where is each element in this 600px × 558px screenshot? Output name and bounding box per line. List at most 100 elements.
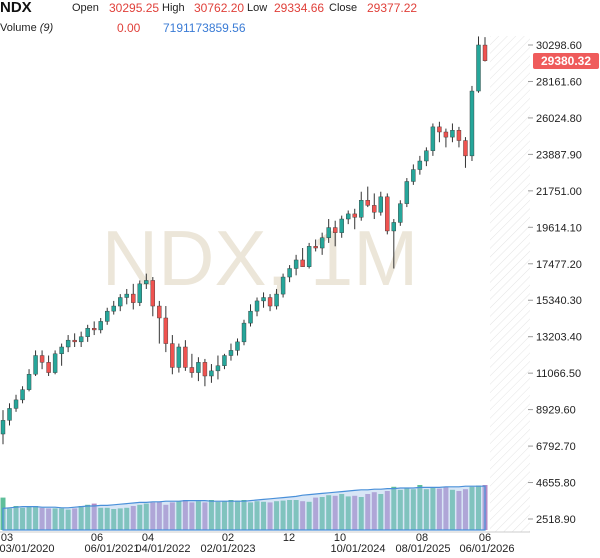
candle-body-up <box>20 389 25 401</box>
candle <box>65 335 71 353</box>
candle <box>476 36 481 93</box>
price-axis[interactable]: 30298.60 28161.60 26024.80 23887.90 21751.00… <box>528 40 582 526</box>
candle-body-up <box>424 150 429 162</box>
volume-bar <box>449 489 455 530</box>
candle <box>463 137 468 168</box>
candle-body-up <box>105 310 110 322</box>
candle <box>170 335 175 375</box>
volume-bar <box>202 502 208 530</box>
candle <box>248 304 253 327</box>
volume-bar <box>417 485 423 530</box>
volume-bar <box>59 508 65 530</box>
candle-body-up <box>7 408 12 421</box>
high-label: High <box>162 2 185 14</box>
candle <box>209 364 214 383</box>
x-tick-label: 08/01/2025 <box>395 543 450 555</box>
volume-bar <box>280 500 286 530</box>
candle <box>417 155 423 175</box>
candle-body-down <box>131 293 136 303</box>
candle <box>346 210 351 225</box>
candle <box>293 254 299 276</box>
candle <box>20 386 25 404</box>
volume-bar <box>169 502 175 530</box>
candle <box>319 232 325 255</box>
candle-body-down <box>437 126 442 133</box>
candle <box>267 294 273 312</box>
candle <box>33 350 38 376</box>
open-label: Open <box>72 2 99 14</box>
candle <box>78 331 84 347</box>
candle-body-down <box>39 355 45 363</box>
volume-bar <box>410 489 416 530</box>
candle <box>72 333 77 347</box>
candle <box>287 265 292 283</box>
low-value: 29334.66 <box>274 1 325 15</box>
volume-bar <box>65 509 71 530</box>
candle-body-down <box>463 140 468 157</box>
candle <box>365 186 370 208</box>
candle-body-up <box>144 280 149 285</box>
watermark: NDX, 1M <box>102 214 418 302</box>
volume-bar <box>163 504 169 530</box>
candle-body-down <box>332 227 338 233</box>
volume-bar <box>189 502 195 530</box>
volume-value: 0.00 <box>117 21 141 35</box>
y-tick-label: 26024.80 <box>536 113 582 125</box>
candle-body-down <box>385 196 390 232</box>
candle <box>85 324 90 342</box>
candle-body-up <box>65 339 71 348</box>
volume-bar <box>26 506 32 530</box>
candle-body-up <box>209 370 214 377</box>
candle <box>332 220 338 247</box>
time-axis[interactable]: 0303/01/20200606/01/20210404/01/20220202… <box>0 531 530 555</box>
candle <box>91 321 97 336</box>
candle-body-up <box>98 321 103 331</box>
volume-bar <box>293 500 299 530</box>
volume-bar <box>469 486 475 530</box>
volume-bar <box>33 506 39 530</box>
x-tick-label: 02/01/2023 <box>200 543 255 555</box>
candle <box>137 280 142 307</box>
x-tick-label: 06 <box>91 532 103 544</box>
candle-body-down <box>202 362 208 377</box>
candle-body-up <box>124 293 129 298</box>
volume-bar <box>98 507 104 530</box>
candle-body-up <box>469 90 475 157</box>
volume-bar <box>313 497 319 530</box>
volume-bar <box>300 501 306 530</box>
candle-body-down <box>163 317 169 344</box>
candle-body-up <box>293 259 299 269</box>
candle <box>176 343 182 373</box>
volume-bar <box>143 503 149 530</box>
volume-bar <box>443 486 449 530</box>
candle <box>359 191 364 221</box>
volume-bar <box>85 504 91 530</box>
candle <box>13 394 19 412</box>
candle-body-up <box>33 355 38 375</box>
y-tick-label: 15340.30 <box>536 295 582 307</box>
volume-bar <box>254 501 260 530</box>
candle-body-up <box>261 297 266 302</box>
volume-bar <box>404 488 410 530</box>
candle-body-up <box>404 181 410 204</box>
candle-body-up <box>346 213 351 220</box>
volume-ma-value: 7191173859.56 <box>163 21 246 35</box>
x-tick-label: 08 <box>416 532 428 544</box>
volume-bar <box>397 489 403 530</box>
volume-bar <box>339 494 345 530</box>
candle <box>241 319 247 346</box>
candle <box>306 242 312 269</box>
volume-bar <box>72 508 78 530</box>
candle-layer <box>0 36 488 445</box>
volume-bar <box>267 502 273 530</box>
volume-bar <box>221 501 227 530</box>
candle <box>105 307 110 325</box>
candle-body-up <box>137 283 142 303</box>
candle-body-up <box>248 310 253 324</box>
candle-body-up <box>235 341 240 351</box>
volume-bar <box>156 501 162 530</box>
volume-bar <box>319 497 325 530</box>
volume-bar <box>117 508 123 530</box>
candle <box>313 239 318 252</box>
